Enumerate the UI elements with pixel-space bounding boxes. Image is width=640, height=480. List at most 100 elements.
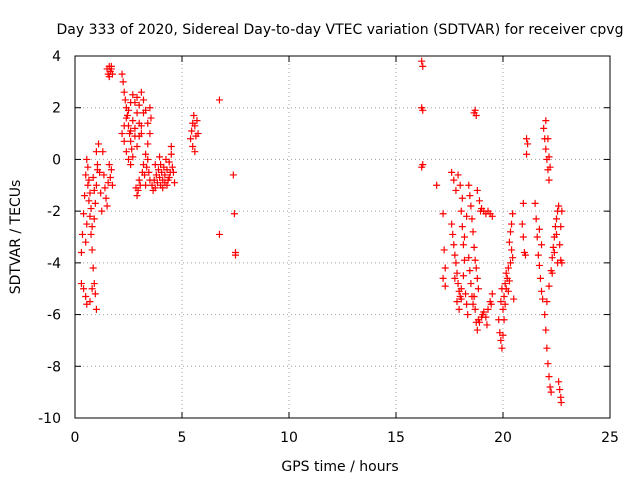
data-point [459,241,467,249]
data-point [557,398,565,406]
data-point [137,88,145,96]
data-point [504,264,512,272]
data-point [531,199,539,207]
data-point [473,186,481,194]
data-point [505,238,513,246]
data-point [167,143,175,150]
data-point [544,135,552,143]
data-point [163,181,171,189]
data-point [510,295,518,303]
data-point [419,62,427,70]
data-point [80,285,88,293]
data-point [474,285,482,293]
data-point [139,96,147,104]
data-point [82,292,90,300]
data-point [457,295,465,303]
data-point [103,202,111,210]
data-point [128,145,136,153]
data-point [151,184,159,192]
data-point [133,109,141,117]
data-point [448,168,456,176]
data-point [456,181,464,189]
data-point [232,251,239,259]
grid-lines [75,56,610,418]
data-point [80,210,88,218]
data-point [121,96,129,104]
data-point [92,181,100,189]
data-point [465,254,473,262]
data-point [472,264,480,272]
data-point [169,168,177,176]
data-point [439,274,447,282]
data-point [523,150,531,158]
data-point [131,99,139,107]
data-point [118,130,126,138]
data-point [473,326,481,334]
data-point [557,256,565,264]
plot-frame [74,55,611,419]
data-point [91,199,99,207]
data-point [548,269,556,277]
data-point [77,249,85,257]
data-point [505,277,513,285]
x-tick-label: 10 [280,430,298,446]
x-tick-label: 15 [387,430,405,446]
data-point [521,251,529,259]
y-tick-label: -6 [47,308,61,324]
data-point [535,225,543,233]
axis-ticks: 0 5 10 15 20 25 -10 -8 -6 -4 -2 0 2 4 [38,49,619,446]
data-point [129,153,137,161]
data-point [548,254,556,262]
data-point [471,256,479,264]
data-point [543,344,551,352]
data-point [144,119,152,127]
data-point [99,148,107,156]
data-point [129,91,137,99]
data-point [95,140,103,148]
data-point [469,300,477,308]
data-point [471,106,479,114]
data-point [107,62,115,70]
data-point [87,230,95,238]
data-point [86,189,94,197]
data-point [135,132,143,140]
y-tick-label: 2 [52,101,61,117]
data-point [106,174,114,182]
data-point [133,93,141,101]
data-point [142,181,150,189]
data-point [122,148,130,156]
y-tick-label: -10 [38,411,61,427]
data-point [449,230,457,238]
data-point [90,186,98,194]
data-point [135,176,143,184]
data-point [470,292,478,300]
data-point [129,117,137,125]
data-point [497,298,505,306]
data-point [463,300,471,308]
data-point [484,305,492,313]
data-point [558,207,566,215]
data-point [470,243,478,251]
data-point [467,280,475,288]
data-point [85,176,93,184]
data-point [488,212,496,220]
data-point [483,321,491,329]
data-point [463,212,471,220]
data-point [120,137,128,145]
data-point [519,199,527,207]
x-axis-label: GPS time / hours [281,459,398,475]
data-point [88,223,96,231]
data-point [82,171,90,179]
data-point [549,243,557,251]
data-point [93,161,101,169]
data-point [102,194,110,202]
data-point [145,168,153,176]
data-point [101,184,109,192]
data-point [86,298,94,306]
data-point [88,285,96,293]
data-point [536,274,544,282]
data-point [538,287,546,295]
data-point [452,186,460,194]
data-point [458,223,466,231]
y-tick-label: -4 [47,256,61,272]
